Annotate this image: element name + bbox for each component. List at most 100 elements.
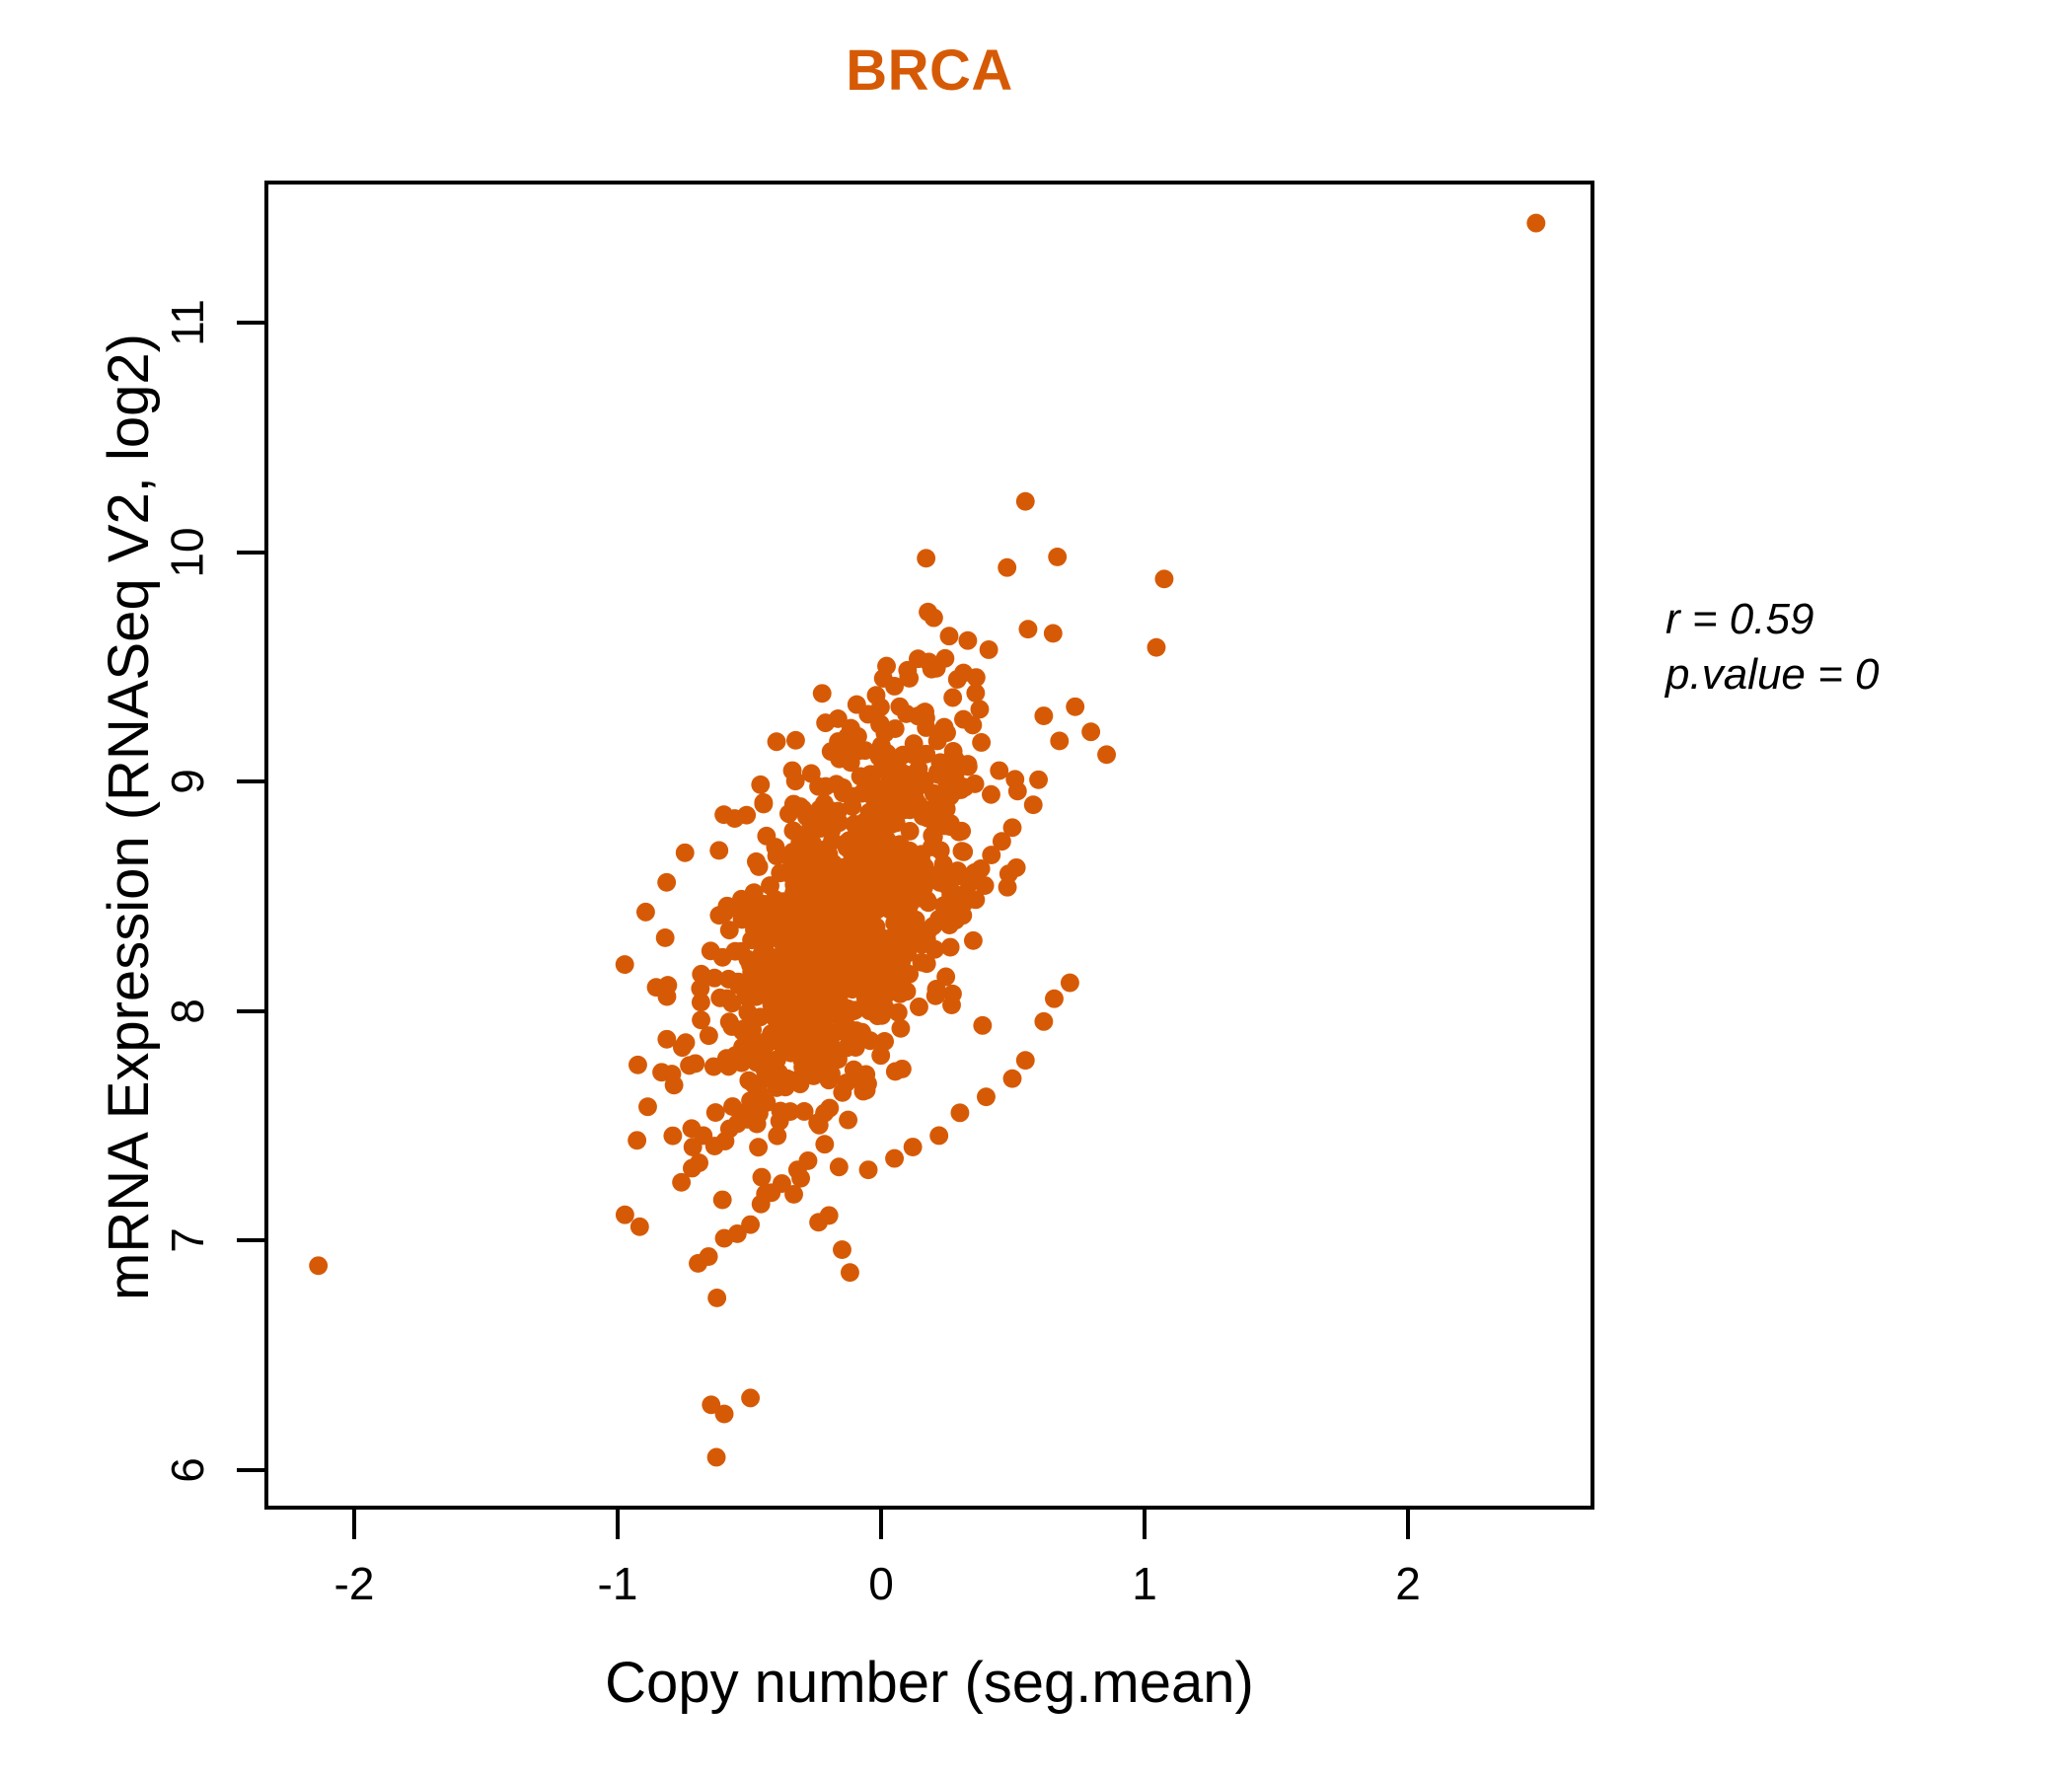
data-point xyxy=(702,1395,721,1415)
data-point xyxy=(881,869,901,889)
data-point xyxy=(714,1404,734,1424)
data-point xyxy=(690,1153,708,1173)
data-point xyxy=(1526,213,1546,233)
data-point xyxy=(970,700,990,719)
data-point xyxy=(732,1053,752,1073)
data-point xyxy=(815,1135,835,1154)
data-point xyxy=(707,1289,727,1307)
data-point xyxy=(950,754,970,774)
data-point xyxy=(699,1247,718,1266)
data-point xyxy=(705,1103,725,1123)
data-point xyxy=(871,736,891,756)
data-point xyxy=(934,717,954,737)
data-point xyxy=(866,686,886,705)
data-point xyxy=(663,1126,683,1146)
data-point xyxy=(871,1046,891,1066)
data-point xyxy=(975,876,995,895)
data-point xyxy=(820,800,840,820)
data-point xyxy=(738,949,758,969)
x-tick-label: -2 xyxy=(333,1558,375,1609)
data-point xyxy=(825,856,845,876)
data-point xyxy=(746,851,766,871)
data-point xyxy=(828,708,848,728)
data-point xyxy=(954,709,973,729)
data-point xyxy=(694,1126,713,1146)
data-point xyxy=(672,1172,692,1192)
x-tick-mark xyxy=(1143,1510,1147,1539)
data-point xyxy=(924,783,943,803)
data-point xyxy=(842,853,861,873)
data-point xyxy=(747,1053,767,1073)
data-point xyxy=(746,909,766,928)
data-point xyxy=(783,794,803,814)
data-point xyxy=(813,904,833,924)
data-point xyxy=(826,923,846,941)
data-point xyxy=(851,960,870,980)
data-point xyxy=(628,1131,647,1150)
data-point xyxy=(1002,818,1022,838)
x-tick-label: -1 xyxy=(597,1558,638,1609)
y-tick-mark xyxy=(237,1238,264,1243)
data-point xyxy=(929,1126,949,1146)
data-point xyxy=(741,1215,761,1234)
data-point xyxy=(757,826,777,846)
data-point xyxy=(925,986,945,1005)
data-point xyxy=(854,945,874,965)
data-point xyxy=(966,683,986,703)
x-axis-title: Copy number (seg.mean) xyxy=(605,1651,1254,1715)
data-point xyxy=(1006,857,1026,877)
data-point xyxy=(937,773,957,792)
data-point xyxy=(1034,1011,1054,1031)
data-point xyxy=(924,608,943,628)
data-point xyxy=(939,627,959,646)
y-tick-mark xyxy=(237,779,264,784)
data-point xyxy=(1097,745,1116,765)
data-point xyxy=(875,1032,895,1051)
data-point xyxy=(1081,722,1101,742)
data-point xyxy=(853,925,873,945)
data-point xyxy=(900,821,920,841)
data-point xyxy=(958,630,978,650)
y-tick-mark xyxy=(237,1468,264,1472)
data-point xyxy=(1015,1051,1035,1071)
data-point xyxy=(917,549,936,568)
data-point xyxy=(809,777,829,796)
data-point xyxy=(754,792,774,812)
data-point xyxy=(998,877,1017,897)
data-point xyxy=(699,1026,718,1046)
data-point xyxy=(965,775,985,793)
data-point xyxy=(903,745,923,765)
data-point xyxy=(704,968,724,988)
x-tick-label: 1 xyxy=(1132,1558,1157,1609)
data-point xyxy=(840,1263,859,1283)
data-point xyxy=(972,733,992,752)
data-point xyxy=(1007,781,1027,801)
data-point xyxy=(646,978,666,998)
data-point xyxy=(952,842,972,861)
data-point xyxy=(952,821,972,841)
data-point xyxy=(746,1091,766,1111)
data-point xyxy=(629,1055,647,1074)
data-point xyxy=(827,884,847,904)
data-point xyxy=(741,1388,761,1408)
data-point xyxy=(691,993,710,1012)
x-tick-label: 2 xyxy=(1395,1558,1421,1609)
data-point xyxy=(819,1206,839,1225)
data-point xyxy=(809,922,829,941)
data-point xyxy=(803,844,823,863)
data-point xyxy=(885,719,905,738)
data-point xyxy=(788,869,808,889)
data-point xyxy=(892,1059,912,1078)
y-tick-label-text: 9 xyxy=(162,769,213,794)
data-point xyxy=(982,784,1000,804)
data-point xyxy=(833,783,852,803)
data-point xyxy=(757,1034,777,1054)
data-point xyxy=(977,1087,996,1107)
x-tick-mark xyxy=(352,1510,356,1539)
data-point xyxy=(706,1447,726,1467)
data-point xyxy=(898,863,918,883)
data-point xyxy=(709,841,729,860)
data-point xyxy=(912,952,931,972)
data-point xyxy=(932,863,952,883)
